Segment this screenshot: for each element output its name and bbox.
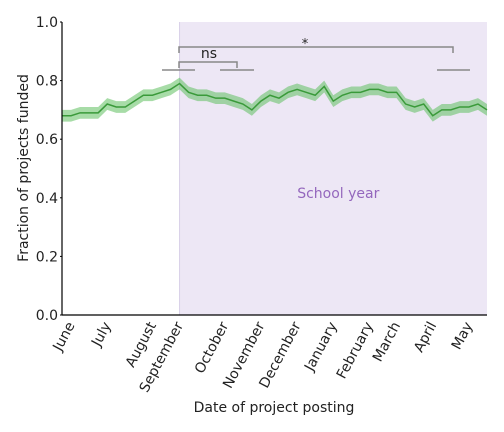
significance-brackets — [162, 46, 470, 71]
y-tick-label: 0.4 — [36, 191, 58, 207]
annotation: * — [302, 37, 309, 52]
x-tick-label: January — [301, 319, 341, 374]
annotation: ns — [201, 46, 217, 62]
x-tick-label: February — [334, 319, 377, 381]
y-tick-label: 1.0 — [36, 15, 58, 31]
region-label: School year — [297, 186, 379, 202]
y-tick-label: 0.0 — [36, 308, 58, 324]
plot-background: School year — [179, 22, 487, 315]
x-axis-label: Date of project posting — [194, 400, 355, 416]
x-tick-label: June — [50, 319, 79, 354]
y-tick-label: 0.8 — [36, 74, 58, 90]
line — [62, 82, 488, 117]
x-tick-label: October — [192, 319, 233, 376]
bracket — [178, 46, 454, 53]
y-tick-label: 0.2 — [36, 249, 58, 265]
confidence-band — [62, 77, 487, 122]
x-tick-label: July — [88, 319, 114, 350]
y-tick-label: 0.6 — [36, 132, 58, 148]
region — [179, 22, 487, 315]
x-tick-label: April — [411, 319, 440, 355]
x-tick-label: May — [449, 319, 477, 352]
plot-marks — [62, 77, 488, 122]
bracket — [178, 61, 238, 68]
y-axis-label: Fraction of projects funded — [16, 74, 32, 262]
